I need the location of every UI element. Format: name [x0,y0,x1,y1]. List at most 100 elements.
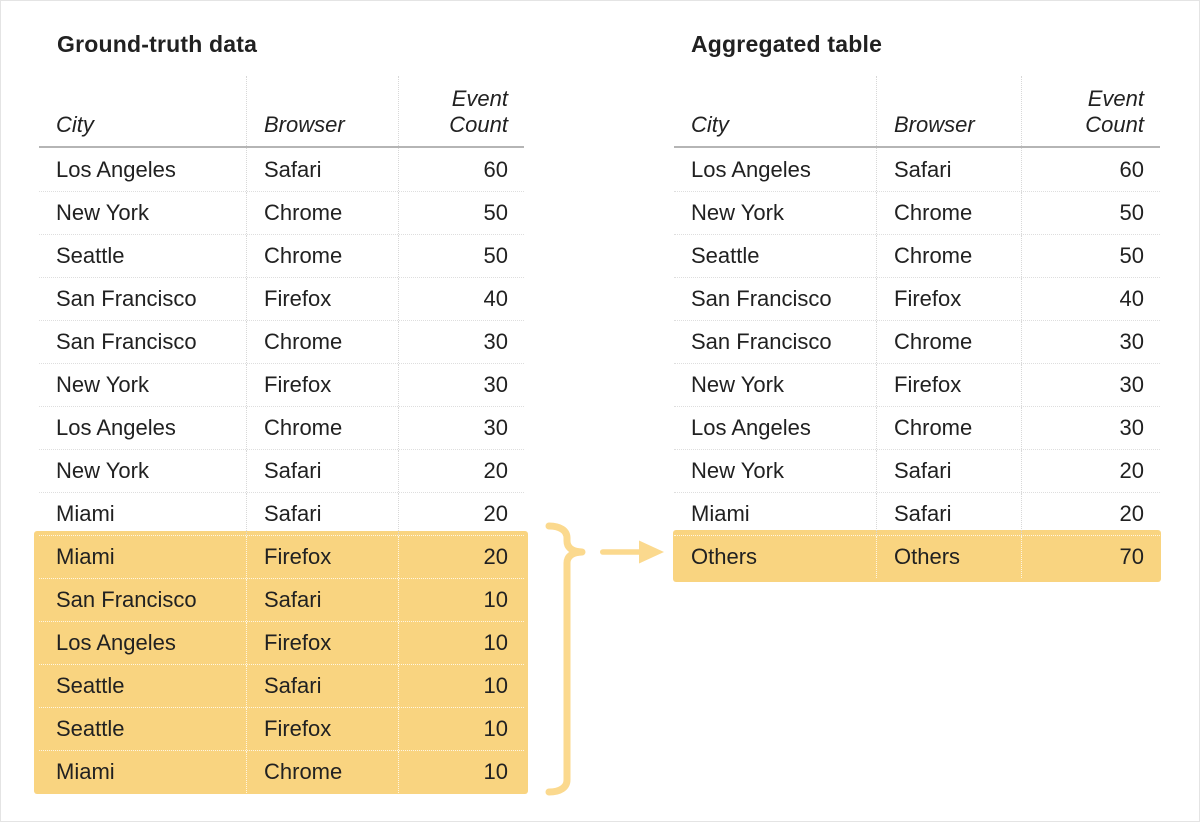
cell-count: 20 [1021,450,1160,492]
cell-city: New York [56,458,149,483]
cell-count: 30 [1021,364,1160,406]
cell-city: San Francisco [56,329,197,354]
header-row: City Browser Event Count [674,76,1160,148]
table-row: Los Angeles Safari 60 [39,148,524,191]
cell-count: 20 [398,493,524,535]
table-row: Miami Chrome 10 [39,750,524,793]
table-row: New York Firefox 30 [39,363,524,406]
cell-browser: Chrome [876,192,1021,234]
table-row: New York Chrome 50 [39,191,524,234]
cell-count: 30 [398,407,524,449]
table-row: New York Safari 20 [39,449,524,492]
ground-truth-table: City Browser Event Count Los Angeles Safari 6… [39,76,524,793]
table-row: Seattle Safari 10 [39,664,524,707]
cell-city: New York [691,372,784,397]
cell-count: 10 [398,622,524,664]
cell-city: Miami [691,501,750,526]
cell-browser: Safari [876,148,1021,191]
cell-count: 10 [398,579,524,621]
cell-city: Seattle [691,243,760,268]
cell-city: Miami [56,759,115,784]
table-row: Seattle Chrome 50 [39,234,524,277]
cell-count: 10 [398,708,524,750]
cell-count: 50 [1021,235,1160,277]
cell-browser: Chrome [246,235,398,277]
table-row: Los Angeles Chrome 30 [39,406,524,449]
cell-city: San Francisco [691,329,832,354]
table-row: New York Firefox 30 [674,363,1160,406]
cell-browser: Safari [246,579,398,621]
cell-count: 20 [398,536,524,578]
curly-brace-icon [545,522,586,796]
aggregated-table: City Browser Event Count Los Angeles Safari 6… [674,76,1160,578]
cell-browser: Firefox [876,364,1021,406]
cell-count: 40 [398,278,524,320]
cell-browser: Firefox [246,622,398,664]
cell-count: 30 [1021,321,1160,363]
table-row: San Francisco Firefox 40 [39,277,524,320]
table-row: Miami Safari 20 [674,492,1160,535]
cell-count: 10 [398,751,524,793]
cell-city: Seattle [56,716,125,741]
table-row: New York Safari 20 [674,449,1160,492]
cell-browser: Firefox [246,708,398,750]
table-row: San Francisco Firefox 40 [674,277,1160,320]
cell-count: 20 [398,450,524,492]
cell-city: Seattle [56,673,125,698]
cell-city: Los Angeles [56,630,176,655]
cell-count: 30 [1021,407,1160,449]
cell-browser: Safari [246,450,398,492]
cell-city: New York [56,372,149,397]
cell-browser: Firefox [246,278,398,320]
column-header-city: City [56,112,94,137]
cell-count: 30 [398,321,524,363]
table-row: Seattle Chrome 50 [674,234,1160,277]
cell-count: 50 [1021,192,1160,234]
cell-count: 60 [398,148,524,191]
cell-browser: Chrome [246,751,398,793]
cell-count: 10 [398,665,524,707]
cell-city: Los Angeles [691,156,811,182]
table-row: Miami Safari 20 [39,492,524,535]
cell-city: Others [691,544,758,569]
cell-city: Los Angeles [56,156,176,182]
cell-city: San Francisco [56,286,197,311]
cell-browser: Firefox [876,278,1021,320]
cell-browser: Safari [246,665,398,707]
highlight-overlay-aggregated [673,530,1161,582]
cell-city: New York [691,200,784,225]
cell-browser: Firefox [246,536,398,578]
table-row: Miami Firefox 20 [39,535,524,578]
cell-city: Miami [56,501,115,526]
cell-browser: Safari [876,493,1021,535]
cell-browser: Chrome [876,407,1021,449]
cell-count: 60 [1021,148,1160,191]
cell-city: Seattle [56,243,125,268]
cell-city: San Francisco [56,587,197,612]
cell-browser: Safari [246,148,398,191]
column-header-browser: Browser [246,76,398,146]
cell-city: New York [56,200,149,225]
table-row: New York Chrome 50 [674,191,1160,234]
table-row: Los Angeles Safari 60 [674,148,1160,191]
cell-city: New York [691,458,784,483]
cell-browser: Chrome [246,192,398,234]
column-header-browser: Browser [876,76,1021,146]
cell-city: Los Angeles [691,415,811,440]
cell-browser: Chrome [876,321,1021,363]
column-header-count: Event Count [1021,76,1160,146]
column-header-count: Event Count [398,76,524,146]
table-row: San Francisco Chrome 30 [39,320,524,363]
cell-browser: Safari [246,493,398,535]
cell-count: 50 [398,235,524,277]
cell-count: 50 [398,192,524,234]
table-row: Los Angeles Chrome 30 [674,406,1160,449]
cell-count: 40 [1021,278,1160,320]
cell-city: San Francisco [691,286,832,311]
cell-city: Miami [56,544,115,569]
header-row: City Browser Event Count [39,76,524,148]
cell-city: Los Angeles [56,415,176,440]
cell-count: 20 [1021,493,1160,535]
cell-count: 70 [1021,536,1160,578]
